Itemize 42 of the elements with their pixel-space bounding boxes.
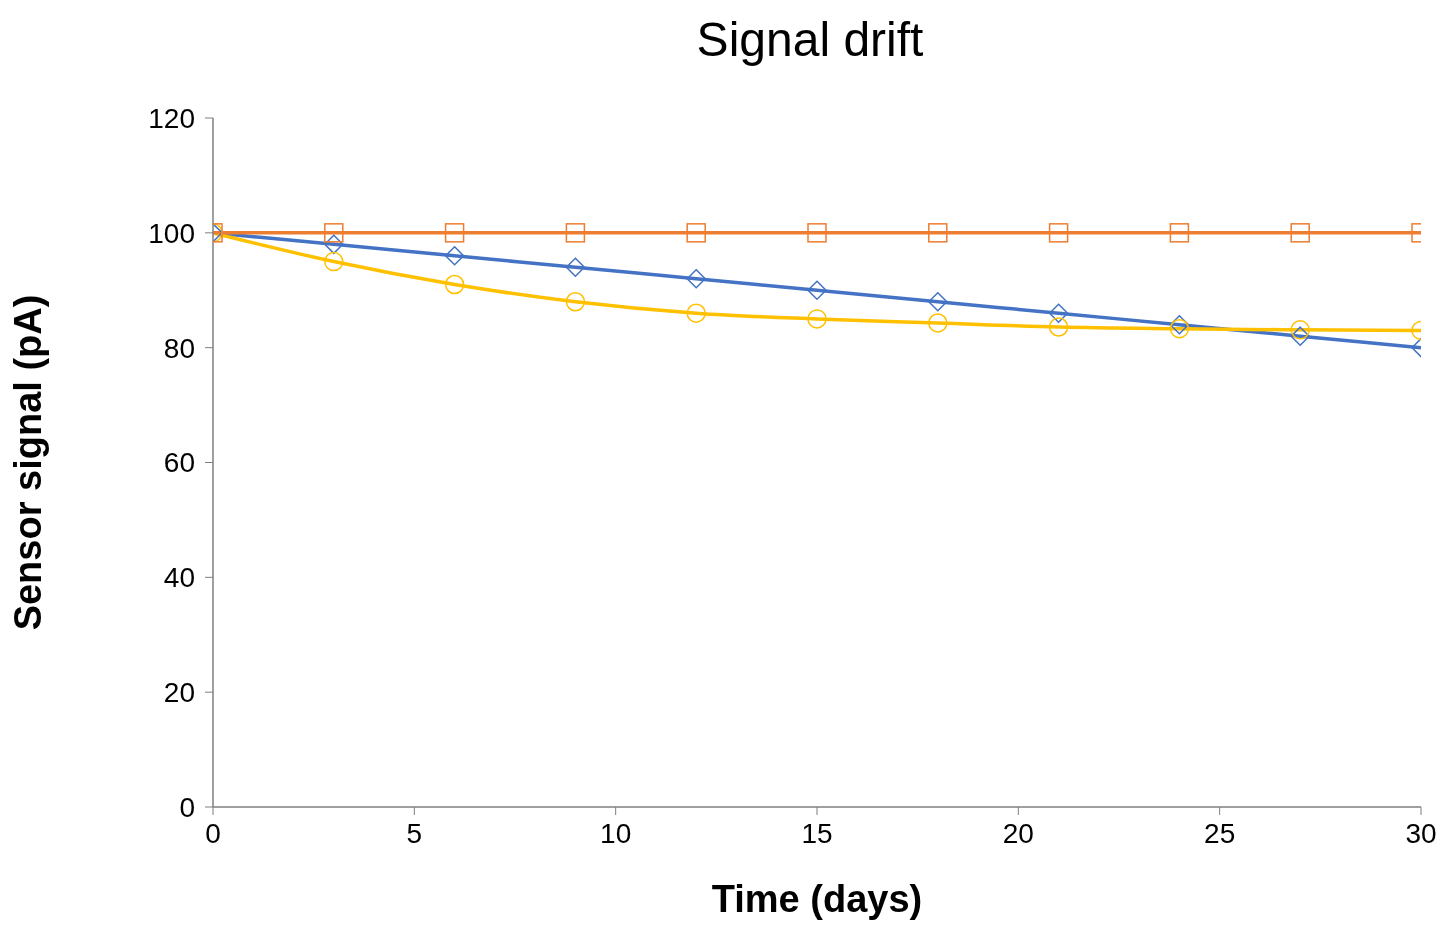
y-tick-label: 120 [148,102,195,134]
y-axis-title: Sensor signal (pA) [7,294,50,631]
y-tick-label: 60 [163,447,195,479]
point [444,223,465,243]
point [1290,326,1310,346]
point [686,223,706,243]
y-tick-label: 0 [179,791,195,823]
point [686,303,706,323]
x-tick-label: 5 [406,817,423,849]
y-tick-label: 40 [163,562,195,594]
point [686,269,706,289]
point [1048,317,1069,337]
x-tick-label: 25 [1204,817,1236,849]
point [1048,223,1069,243]
point [444,246,465,266]
point [1048,303,1069,323]
point [928,223,948,243]
y-tick-label: 80 [163,332,195,364]
point [1169,223,1190,243]
x-axis-title: Time (days) [711,878,923,920]
point [928,291,948,312]
point [565,257,586,278]
point [807,223,827,243]
point [565,223,586,243]
point [324,234,344,255]
point [324,251,344,272]
y-tick-label: 20 [163,677,195,709]
point [1290,223,1310,243]
y-tick-label: 100 [148,217,195,249]
point [324,223,344,243]
x-tick-label: 20 [1002,817,1034,849]
point [565,291,586,312]
point [928,313,948,333]
x-tick-label: 15 [801,817,833,849]
point [807,309,827,329]
x-tick-label: 10 [600,817,632,849]
x-tick-label: 30 [1405,817,1437,849]
point [444,274,465,295]
chart-title: Signal drift [695,12,925,67]
point [1290,320,1310,340]
point [807,280,827,300]
x-tick-label: 0 [205,817,221,849]
